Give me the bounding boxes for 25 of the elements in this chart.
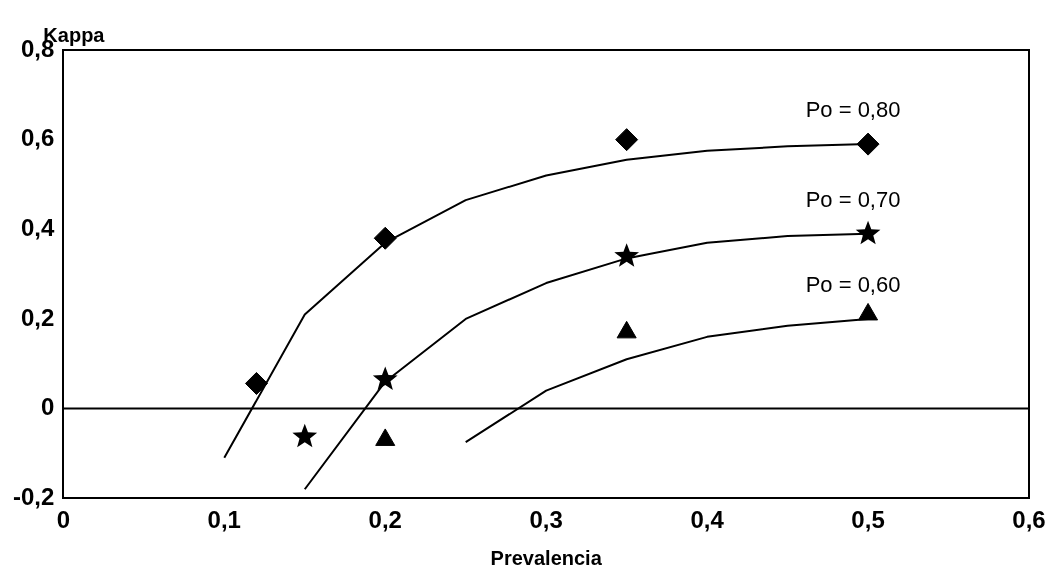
x-tick-label: 0,4 bbox=[690, 506, 725, 534]
point bbox=[372, 366, 398, 390]
y-tick-label: 0,4 bbox=[20, 213, 55, 241]
point bbox=[375, 428, 396, 446]
x-tick-label: 0,1 bbox=[207, 506, 241, 534]
point bbox=[616, 320, 637, 339]
x-tick-label: 0,5 bbox=[851, 506, 885, 534]
point bbox=[614, 243, 640, 267]
annotation: Po = 0,80 bbox=[805, 97, 901, 123]
point bbox=[615, 128, 639, 152]
y-tick-label: -0,2 bbox=[13, 482, 55, 510]
point bbox=[856, 132, 880, 156]
y-tick-label: 0,6 bbox=[20, 124, 55, 152]
x-tick-label: 0,2 bbox=[368, 506, 402, 534]
point bbox=[292, 423, 318, 448]
y-tick-label: 0 bbox=[41, 393, 55, 421]
annotation: Po = 0,60 bbox=[805, 271, 901, 297]
y-tick-label: 0,2 bbox=[20, 303, 55, 331]
x-tick-label: 0,6 bbox=[1012, 506, 1046, 534]
point bbox=[855, 220, 881, 245]
point bbox=[244, 371, 268, 395]
x-tick-label: 0,3 bbox=[529, 506, 563, 534]
x-axis-title: Prevalencia bbox=[490, 546, 603, 569]
annotation: Po = 0,70 bbox=[805, 186, 901, 212]
point bbox=[858, 302, 879, 321]
